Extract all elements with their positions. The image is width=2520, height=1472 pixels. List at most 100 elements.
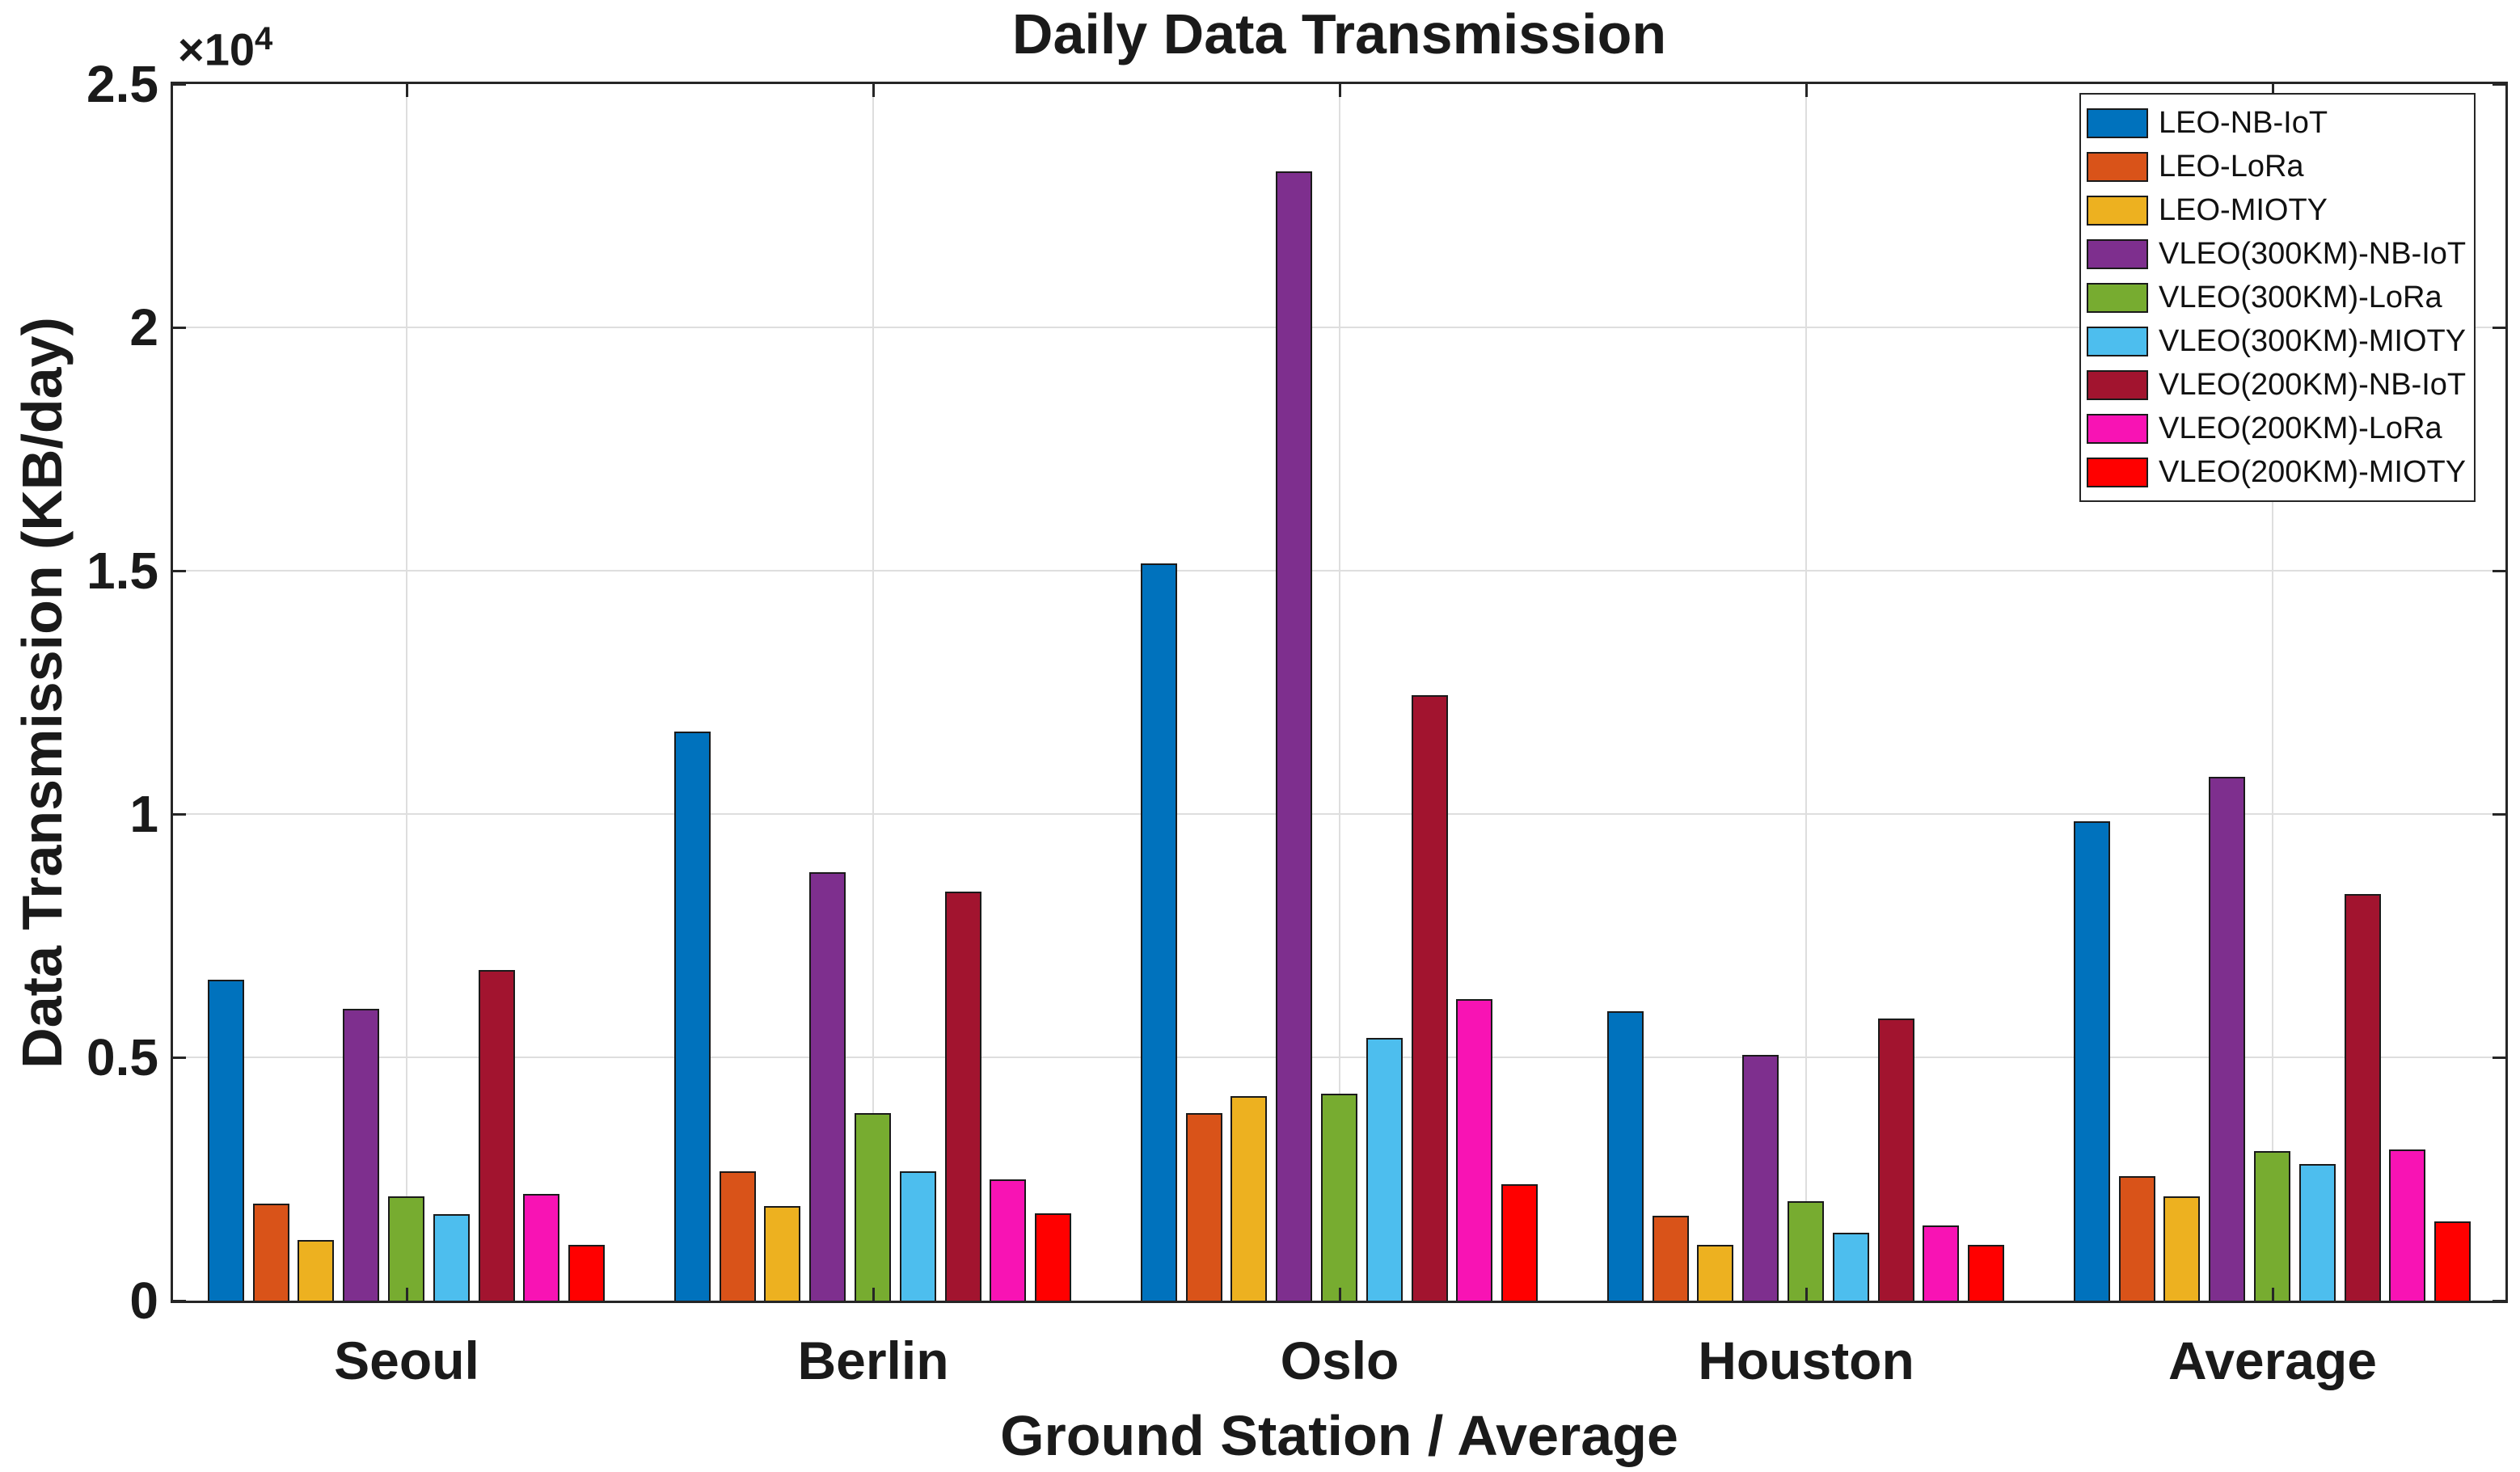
bar-LEO-LoRa-Average — [2119, 1176, 2155, 1302]
bar-VLEO(200KM)-MIOTY-Houston — [1968, 1245, 2004, 1302]
bar-LEO-NB-IoT-Average — [2074, 821, 2110, 1302]
legend-label: VLEO(200KM)-NB-IoT — [2159, 368, 2467, 402]
legend-label: LEO-NB-IoT — [2159, 106, 2328, 140]
legend-item: VLEO(200KM)-MIOTY — [2087, 450, 2474, 494]
legend-item: LEO-NB-IoT — [2087, 101, 2474, 145]
v-gridline — [1339, 84, 1340, 1301]
bar-VLEO(200KM)-LoRa-Average — [2389, 1149, 2425, 1302]
legend-label: VLEO(200KM)-LoRa — [2159, 411, 2442, 445]
y-tick — [173, 570, 186, 572]
bar-VLEO(200KM)-MIOTY-Seoul — [568, 1245, 605, 1302]
y-tick — [173, 1057, 186, 1059]
exponent-mantissa: ×10 — [178, 23, 255, 75]
legend-swatch — [2087, 326, 2148, 356]
x-category-label: Berlin — [797, 1331, 949, 1390]
bar-LEO-LoRa-Oslo — [1186, 1113, 1222, 1302]
x-category-label: Houston — [1698, 1331, 1914, 1390]
bar-LEO-NB-IoT-Seoul — [208, 980, 244, 1302]
legend-item: VLEO(200KM)-NB-IoT — [2087, 363, 2474, 407]
bar-LEO-NB-IoT-Oslo — [1141, 563, 1177, 1302]
legend: LEO-NB-IoT LEO-LoRa LEO-MIOTY VLEO(300KM)-N… — [2079, 93, 2476, 502]
bar-VLEO(200KM)-LoRa-Berlin — [990, 1179, 1026, 1302]
y-tick — [173, 83, 186, 86]
legend-swatch — [2087, 369, 2148, 400]
legend-label: VLEO(300KM)-LoRa — [2159, 280, 2442, 314]
bar-LEO-LoRa-Seoul — [253, 1204, 289, 1302]
legend-item: LEO-LoRa — [2087, 145, 2474, 188]
bar-VLEO(300KM)-NB-IoT-Average — [2209, 777, 2245, 1302]
x-tick — [872, 84, 875, 97]
x-tick — [1339, 1288, 1341, 1301]
x-tick — [406, 1288, 408, 1301]
legend-label: LEO-LoRa — [2159, 150, 2304, 183]
y-tick-label: 2.5 — [87, 55, 158, 113]
legend-item: VLEO(200KM)-LoRa — [2087, 407, 2474, 450]
y-tick — [2493, 813, 2505, 816]
legend-swatch — [2087, 457, 2148, 487]
legend-swatch — [2087, 151, 2148, 182]
legend-label: VLEO(300KM)-NB-IoT — [2159, 237, 2467, 271]
legend-swatch — [2087, 108, 2148, 138]
bar-VLEO(200KM)-MIOTY-Oslo — [1501, 1184, 1538, 1302]
legend-swatch — [2087, 195, 2148, 226]
legend-swatch — [2087, 282, 2148, 313]
v-gridline — [2272, 84, 2273, 1301]
x-category-label: Oslo — [1280, 1331, 1399, 1390]
x-tick — [1805, 1288, 1808, 1301]
legend-item: VLEO(300KM)-MIOTY — [2087, 319, 2474, 363]
bar-VLEO(300KM)-LoRa-Houston — [1788, 1201, 1824, 1302]
v-gridline — [872, 84, 874, 1301]
bar-VLEO(200KM)-LoRa-Oslo — [1456, 999, 1492, 1302]
x-tick — [2272, 1288, 2274, 1301]
bar-LEO-LoRa-Houston — [1653, 1216, 1689, 1302]
x-axis-label: Ground Station / Average — [1000, 1404, 1678, 1467]
bar-VLEO(200KM)-NB-IoT-Oslo — [1412, 695, 1448, 1302]
bar-VLEO(200KM)-LoRa-Seoul — [523, 1194, 559, 1302]
bar-VLEO(300KM)-LoRa-Seoul — [388, 1196, 424, 1302]
legend-swatch — [2087, 413, 2148, 444]
legend-item: VLEO(300KM)-NB-IoT — [2087, 232, 2474, 276]
x-category-label: Seoul — [334, 1331, 479, 1390]
chart-title: Daily Data Transmission — [1011, 2, 1667, 65]
bar-LEO-MIOTY-Seoul — [298, 1240, 334, 1302]
v-gridline — [406, 84, 407, 1301]
bar-VLEO(200KM)-NB-IoT-Berlin — [945, 892, 981, 1302]
y-tick — [2493, 570, 2505, 572]
y-tick-label: 0 — [129, 1272, 158, 1330]
bar-VLEO(300KM)-MIOTY-Average — [2299, 1164, 2336, 1302]
bar-VLEO(300KM)-MIOTY-Oslo — [1366, 1038, 1403, 1302]
legend-item: VLEO(300KM)-LoRa — [2087, 276, 2474, 319]
y-tick — [173, 327, 186, 329]
y-axis-label: Data Transmission (KB/day) — [11, 317, 74, 1069]
bar-LEO-LoRa-Berlin — [720, 1171, 756, 1302]
legend-label: LEO-MIOTY — [2159, 193, 2328, 227]
bar-VLEO(300KM)-MIOTY-Berlin — [900, 1171, 936, 1302]
bar-LEO-MIOTY-Oslo — [1230, 1096, 1267, 1302]
bar-VLEO(300KM)-NB-IoT-Seoul — [343, 1009, 379, 1302]
bar-VLEO(300KM)-NB-IoT-Berlin — [809, 872, 846, 1302]
exponent-power: 4 — [255, 21, 273, 57]
y-tick — [2493, 1300, 2505, 1302]
y-tick — [2493, 1057, 2505, 1059]
bar-VLEO(200KM)-MIOTY-Average — [2434, 1221, 2471, 1302]
y-tick — [2493, 327, 2505, 329]
y-tick-label: 2 — [129, 298, 158, 356]
x-tick — [872, 1288, 875, 1301]
bar-VLEO(200KM)-MIOTY-Berlin — [1035, 1213, 1071, 1302]
bar-LEO-NB-IoT-Berlin — [674, 732, 711, 1302]
v-gridline — [1805, 84, 1807, 1301]
bar-VLEO(300KM)-NB-IoT-Oslo — [1276, 171, 1312, 1302]
bar-VLEO(300KM)-NB-IoT-Houston — [1742, 1055, 1779, 1302]
y-tick-label: 1.5 — [87, 542, 158, 600]
bar-VLEO(300KM)-LoRa-Berlin — [855, 1113, 891, 1302]
y-axis-exponent-label: ×104 — [178, 21, 272, 76]
bar-VLEO(200KM)-NB-IoT-Houston — [1878, 1019, 1914, 1302]
y-tick-label: 0.5 — [87, 1028, 158, 1086]
bar-LEO-MIOTY-Average — [2163, 1196, 2200, 1302]
y-tick-label: 1 — [129, 785, 158, 843]
legend-item: LEO-MIOTY — [2087, 188, 2474, 232]
bar-VLEO(200KM)-NB-IoT-Average — [2345, 894, 2381, 1302]
bar-VLEO(300KM)-MIOTY-Seoul — [433, 1214, 470, 1302]
bar-LEO-MIOTY-Houston — [1697, 1245, 1733, 1302]
